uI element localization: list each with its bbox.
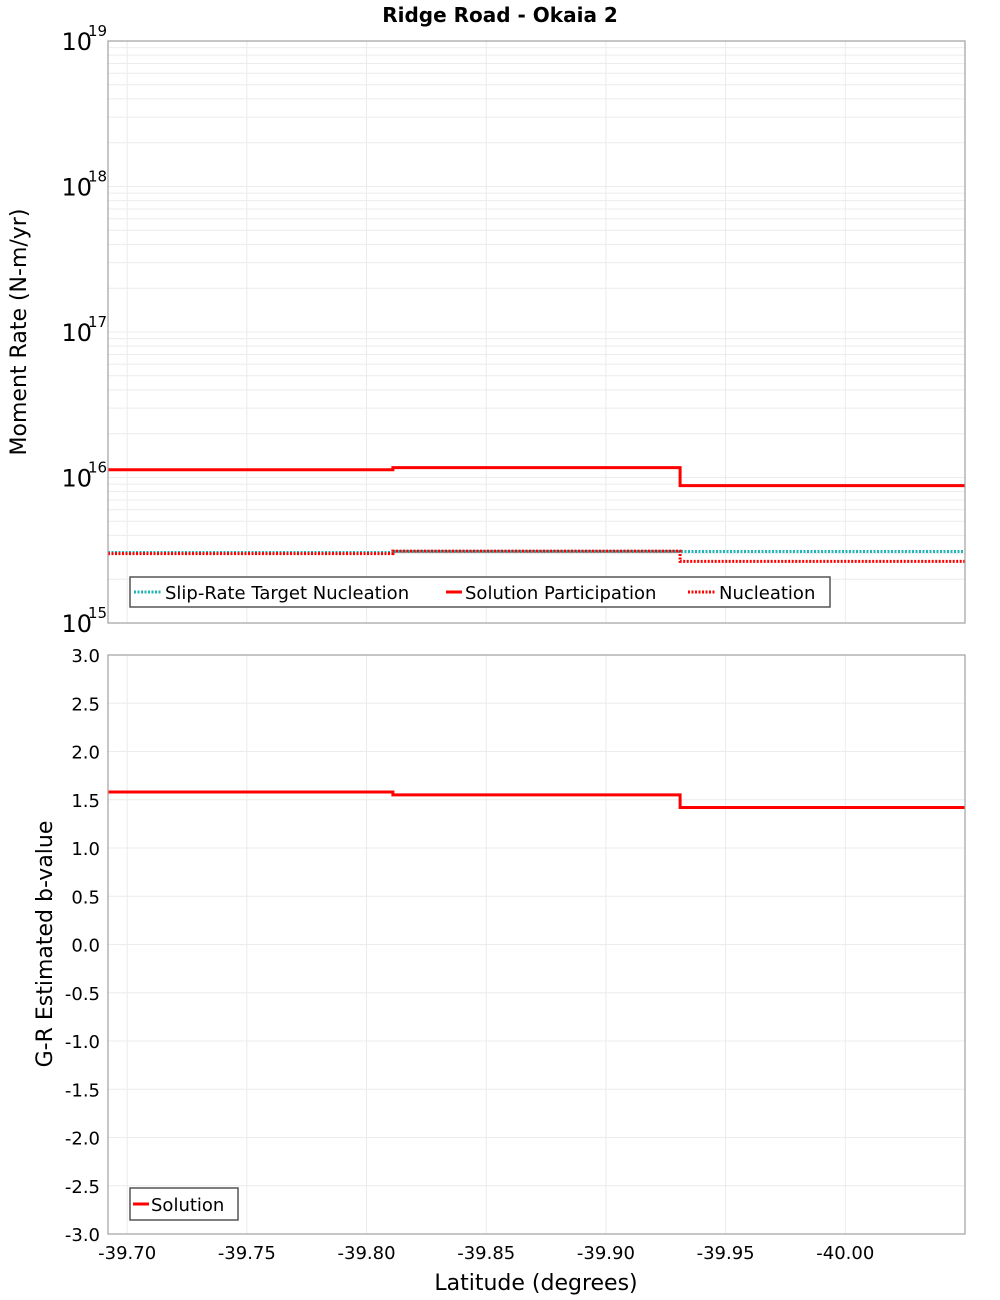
y-tick-label: 3.0 xyxy=(71,646,100,667)
x-axis-label: Latitude (degrees) xyxy=(434,1271,637,1296)
y-tick-label: -0.5 xyxy=(65,984,100,1005)
legend-label-solution: Solution xyxy=(151,1195,224,1216)
x-tick-label: -39.80 xyxy=(338,1243,396,1264)
y-tick-label: 2.5 xyxy=(71,694,100,715)
y-tick-label: -1.0 xyxy=(65,1032,100,1053)
y-tick-label: 10 xyxy=(61,610,92,638)
b-value-plot: 3.0 2.5 2.0 1.5 1.0 0.5 0.0 -0.5 -1.0 -1.5 -2.0 -2.… xyxy=(33,646,966,1296)
y-tick-exponent: 17 xyxy=(88,313,107,331)
b-value-grid xyxy=(108,654,965,1235)
legend-label-nucleation: Nucleation xyxy=(719,583,815,604)
x-tick-label: -39.90 xyxy=(577,1243,635,1264)
moment-rate-legend: Slip-Rate Target Nucleation Solution Par… xyxy=(129,576,831,608)
y-tick-label: 0.5 xyxy=(71,887,100,908)
y-tick-label: 1.0 xyxy=(71,839,100,860)
x-tick-label: -39.95 xyxy=(697,1243,755,1264)
legend-label-solution-participation: Solution Participation xyxy=(465,583,656,604)
series-nucleation xyxy=(108,549,965,563)
chart-title: Ridge Road - Okaia 2 xyxy=(382,3,618,27)
b-value-legend: Solution xyxy=(129,1187,239,1221)
y-tick-label: 10 xyxy=(61,465,92,493)
b-value-y-ticks: 3.0 2.5 2.0 1.5 1.0 0.5 0.0 -0.5 -1.0 -1.5 -2.0 -2.… xyxy=(65,646,100,1246)
moment-rate-grid xyxy=(108,41,965,624)
y-tick-label: 1.5 xyxy=(71,791,100,812)
b-value-y-label: G-R Estimated b-value xyxy=(33,821,58,1068)
moment-rate-series xyxy=(108,466,965,563)
y-tick-label: -1.5 xyxy=(65,1080,100,1101)
y-tick-exponent: 15 xyxy=(88,604,107,622)
legend-label-slip-rate-target: Slip-Rate Target Nucleation xyxy=(165,583,409,604)
series-solution xyxy=(108,790,965,809)
y-tick-label: 2.0 xyxy=(71,743,100,764)
y-tick-exponent: 16 xyxy=(88,459,107,477)
y-tick-label: 10 xyxy=(61,28,92,56)
y-tick-label: -3.0 xyxy=(65,1225,100,1246)
y-tick-label: 10 xyxy=(61,319,92,347)
series-solution-participation xyxy=(108,466,965,488)
y-tick-exponent: 19 xyxy=(88,22,107,40)
x-tick-label: -40.00 xyxy=(816,1243,874,1264)
y-tick-label: -2.5 xyxy=(65,1177,100,1198)
moment-rate-y-label: Moment Rate (N-m/yr) xyxy=(7,209,32,456)
y-tick-label: 10 xyxy=(61,174,92,202)
y-tick-label: 0.0 xyxy=(71,936,100,957)
x-tick-label: -39.75 xyxy=(218,1243,276,1264)
x-tick-label: -39.70 xyxy=(98,1243,156,1264)
moment-rate-plot-frame xyxy=(107,40,966,624)
b-value-series xyxy=(108,790,965,809)
y-tick-label: -2.0 xyxy=(65,1129,100,1150)
b-value-plot-frame xyxy=(107,654,966,1235)
y-tick-exponent: 18 xyxy=(88,168,107,186)
x-tick-label: -39.85 xyxy=(457,1243,515,1264)
latitude-x-ticks: -39.70 -39.75 -39.80 -39.85 -39.90 -39.95 -40.… xyxy=(98,1243,874,1264)
